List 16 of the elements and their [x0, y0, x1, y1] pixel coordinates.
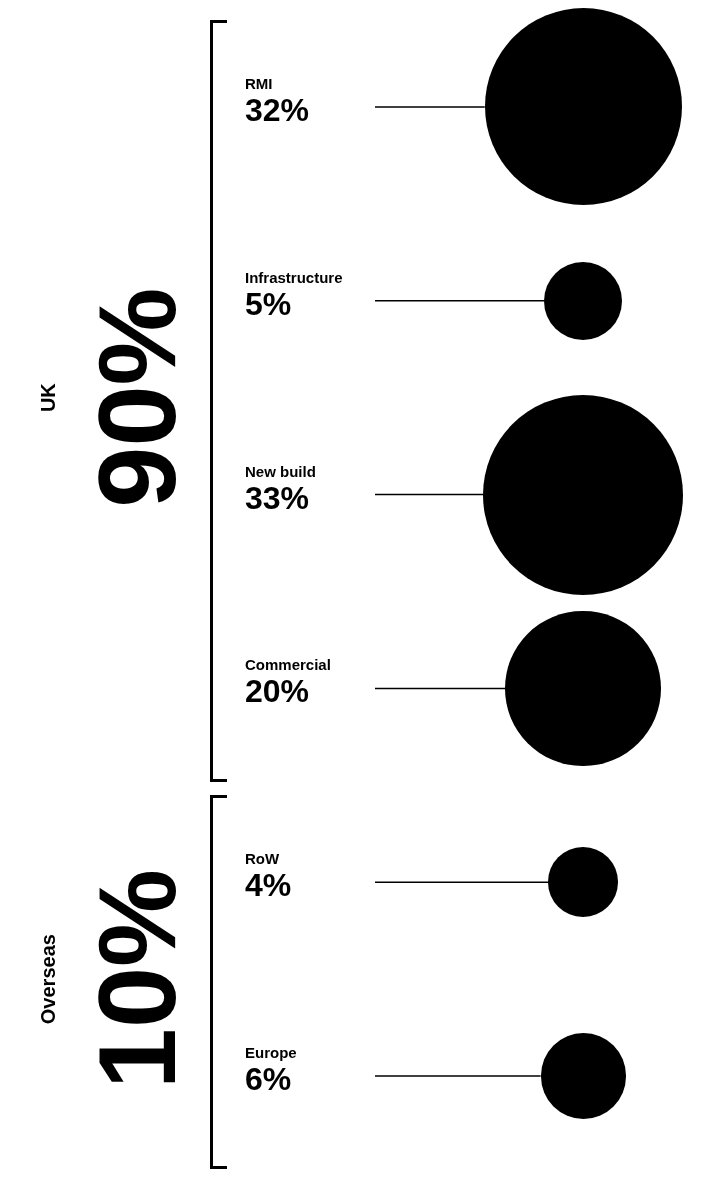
category-label: RMI	[245, 74, 273, 92]
text: 10%	[75, 869, 198, 1090]
category-label: Europe	[245, 1044, 297, 1062]
data-label: 20%	[245, 673, 310, 710]
text: UK	[37, 382, 59, 413]
category-label: Commercial	[245, 656, 331, 674]
data-label: 33%	[245, 479, 310, 516]
data-label: 6%	[245, 1061, 292, 1098]
data-label: 5%	[245, 285, 292, 322]
text: Overseas	[37, 934, 59, 1025]
category-label: Infrastructure	[245, 268, 343, 286]
text: 90%	[75, 287, 198, 508]
category-label: RoW	[245, 850, 280, 868]
data-label: 32%	[245, 91, 310, 128]
data-label: 4%	[245, 867, 292, 904]
category-label: New build	[245, 462, 316, 480]
